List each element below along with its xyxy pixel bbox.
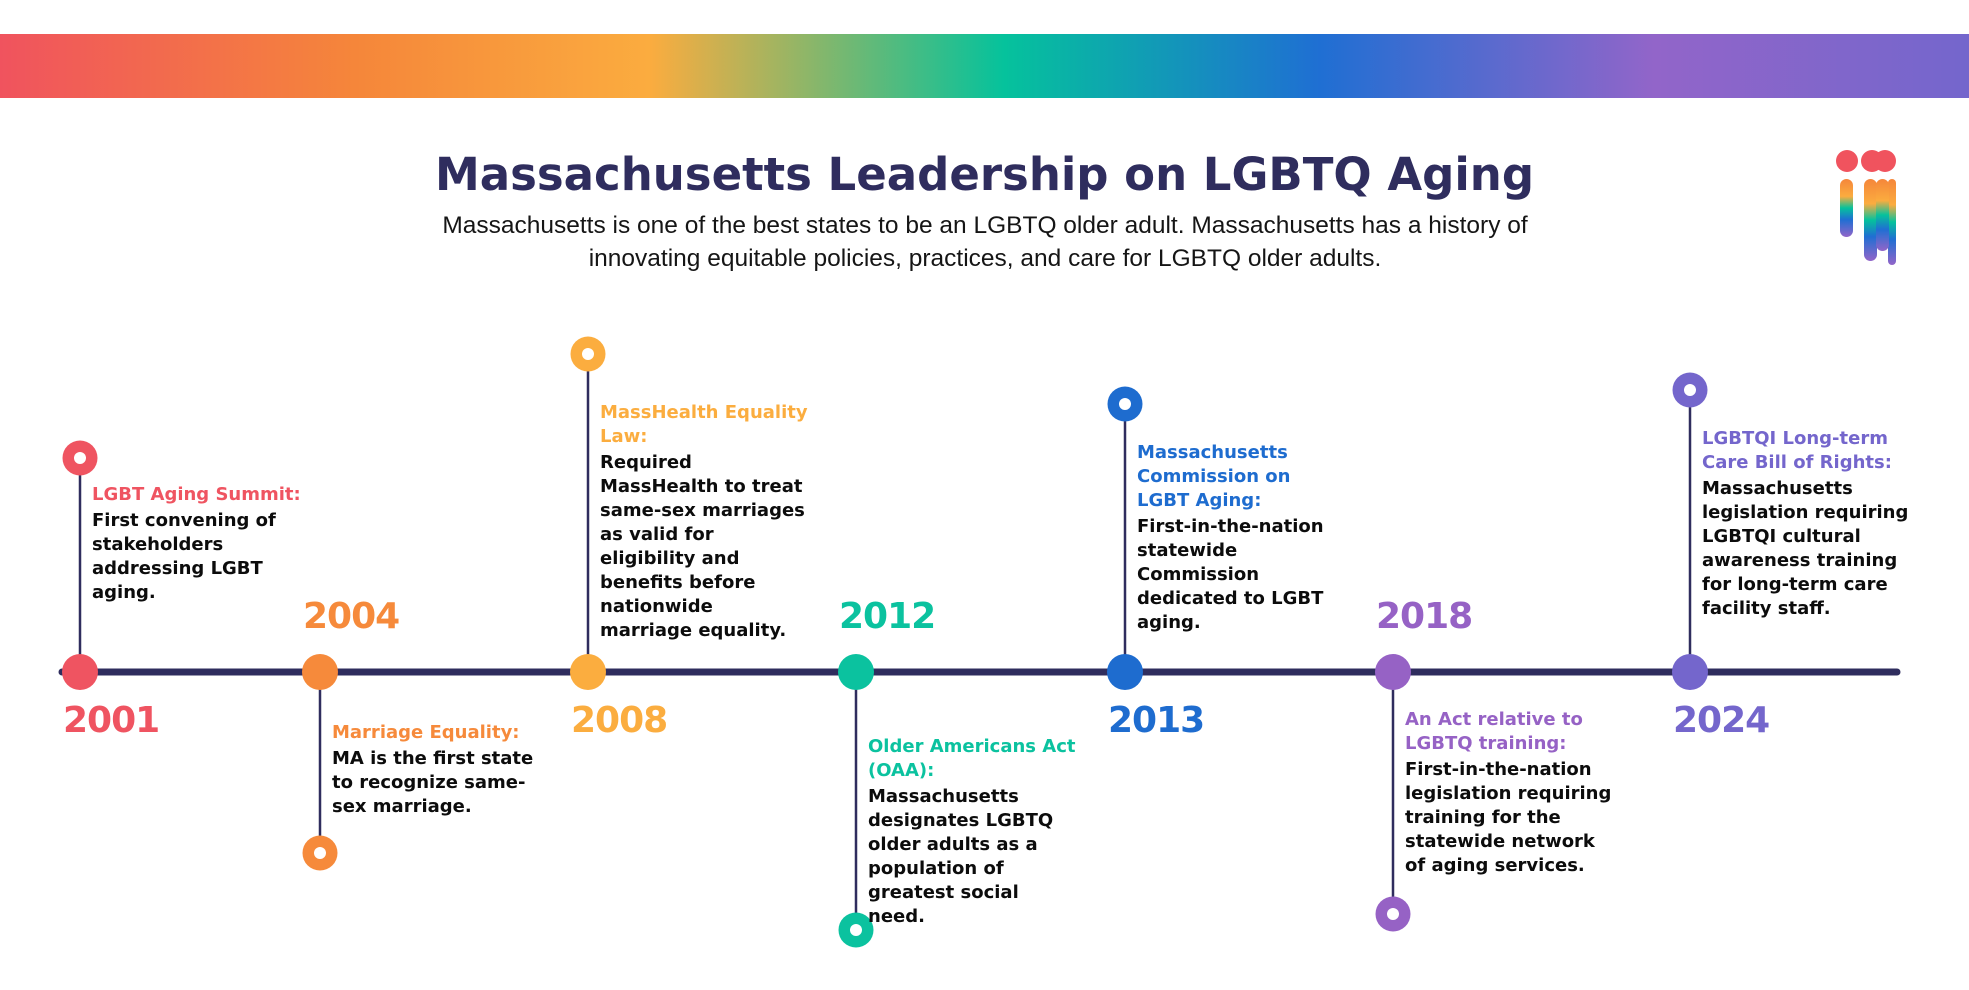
event-marker-center-2013	[1119, 398, 1131, 410]
axis-node-2008	[570, 654, 606, 690]
event-description: First-in-the-nation statewide Commission…	[1137, 516, 1324, 633]
axis-node-2012	[838, 654, 874, 690]
year-label-2018: 2018	[1376, 596, 1473, 637]
event-title: Massachusetts Commission on LGBT Aging:	[1137, 442, 1291, 511]
axis-node-2018	[1375, 654, 1411, 690]
axis-node-2004	[302, 654, 338, 690]
event-marker-center-2004	[314, 847, 326, 859]
event-title: MassHealth Equality Law:	[600, 402, 808, 447]
year-label-2024: 2024	[1673, 700, 1770, 741]
event-description: Massachusetts legislation requiring LGBT…	[1702, 478, 1909, 619]
event-card-2024: LGBTQI Long-term Care Bill of Rights: Mas…	[1702, 427, 1912, 621]
page-title: Massachusetts Leadership on LGBTQ Aging	[434, 148, 1535, 201]
event-title: Marriage Equality:	[332, 722, 520, 743]
year-label-2008: 2008	[571, 700, 668, 741]
axis-node-2024	[1672, 654, 1708, 690]
event-marker-center-2018	[1387, 908, 1399, 920]
event-card-2012: Older Americans Act (OAA): Massachusetts …	[868, 735, 1078, 929]
event-card-2018: An Act relative to LGBTQ training: First-…	[1405, 708, 1615, 878]
year-label-2004: 2004	[303, 596, 400, 637]
event-description: Massachusetts designates LGBTQ older adu…	[868, 786, 1054, 927]
event-card-2008: MassHealth Equality Law: Required MassHea…	[600, 401, 810, 643]
event-marker-center-2024	[1684, 384, 1696, 396]
event-marker-center-2008	[582, 348, 594, 360]
axis-node-2013	[1107, 654, 1143, 690]
year-label-2001: 2001	[63, 700, 160, 741]
year-label-2013: 2013	[1108, 700, 1205, 741]
year-label-2012: 2012	[839, 596, 936, 637]
event-description: MA is the first state to recognize same-…	[332, 748, 534, 817]
axis-node-2001	[62, 654, 98, 690]
event-description: First-in-the-nation legislation requirin…	[1405, 759, 1612, 876]
page-subtitle: Massachusetts is one of the best states …	[442, 212, 1528, 272]
event-description: First convening of stakeholders addressi…	[92, 510, 276, 603]
event-title: An Act relative to LGBTQ training:	[1405, 709, 1583, 754]
event-card-2013: Massachusetts Commission on LGBT Aging: F…	[1137, 441, 1347, 635]
event-marker-center-2012	[850, 924, 862, 936]
organization-logo-icon	[1836, 150, 1896, 265]
event-card-2004: Marriage Equality: MA is the first state …	[332, 721, 542, 819]
event-description: Required MassHealth to treat same-sex ma…	[600, 452, 805, 641]
rainbow-banner	[0, 34, 1969, 98]
event-title: LGBTQI Long-term Care Bill of Rights:	[1702, 428, 1892, 473]
event-title: LGBT Aging Summit:	[92, 484, 301, 505]
event-card-2001: LGBT Aging Summit: First convening of sta…	[92, 483, 302, 605]
event-marker-center-2001	[74, 452, 86, 464]
event-title: Older Americans Act (OAA):	[868, 736, 1076, 781]
